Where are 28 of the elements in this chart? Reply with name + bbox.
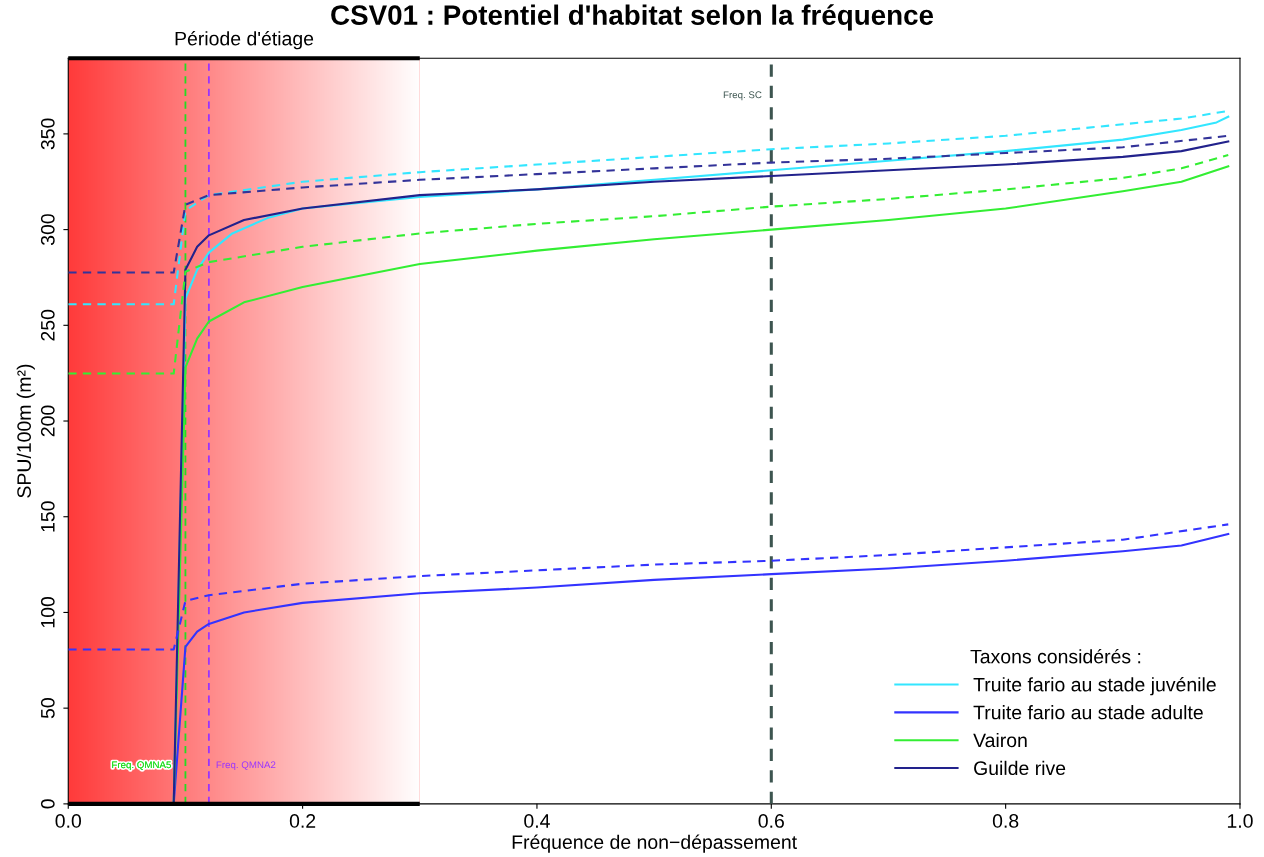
- x-tick-label: 1.0: [1227, 814, 1253, 828]
- legend-label: Guilde rive: [974, 760, 1066, 776]
- x-tick-label: 0.0: [55, 814, 82, 828]
- x-axis-title: Fréquence de non−dépassement: [512, 834, 797, 853]
- y-tick-label: 50: [40, 698, 55, 719]
- y-tick-label: 350: [40, 118, 55, 150]
- chart-title: CSV01 : Potentiel d'habitat selon la fréquence: [331, 4, 934, 31]
- ref-line-label: Freq. SC: [723, 91, 762, 101]
- x-tick-label: 0.6: [758, 814, 784, 828]
- ref-line-label: Freq. QMNA2: [216, 761, 276, 771]
- y-tick-label: 0: [40, 799, 55, 809]
- legend-title: Taxons considérés :: [970, 648, 1141, 664]
- legend-label: Truite fario au stade juvénile: [973, 677, 1216, 696]
- y-axis-title: SPU/100m (m²): [16, 364, 35, 498]
- legend-label: Vairon: [973, 732, 1027, 748]
- y-tick-label: 150: [40, 501, 55, 532]
- x-tick-label: 0.8: [992, 814, 1019, 828]
- band-label: Période d'étiage: [175, 30, 314, 50]
- y-tick-label: 200: [40, 405, 55, 437]
- y-tick-label: 100: [40, 596, 55, 628]
- x-tick-label: 0.2: [289, 814, 316, 828]
- line-series: [68, 153, 1230, 375]
- legend-label: Truite fario au stade adulte: [973, 705, 1203, 720]
- y-tick-label: 300: [40, 214, 55, 246]
- x-tick-label: 0.4: [524, 814, 550, 828]
- line-series: [68, 523, 1230, 651]
- y-tick-label: 250: [40, 309, 55, 341]
- ref-line-label: Freq. QMNA5: [112, 761, 171, 771]
